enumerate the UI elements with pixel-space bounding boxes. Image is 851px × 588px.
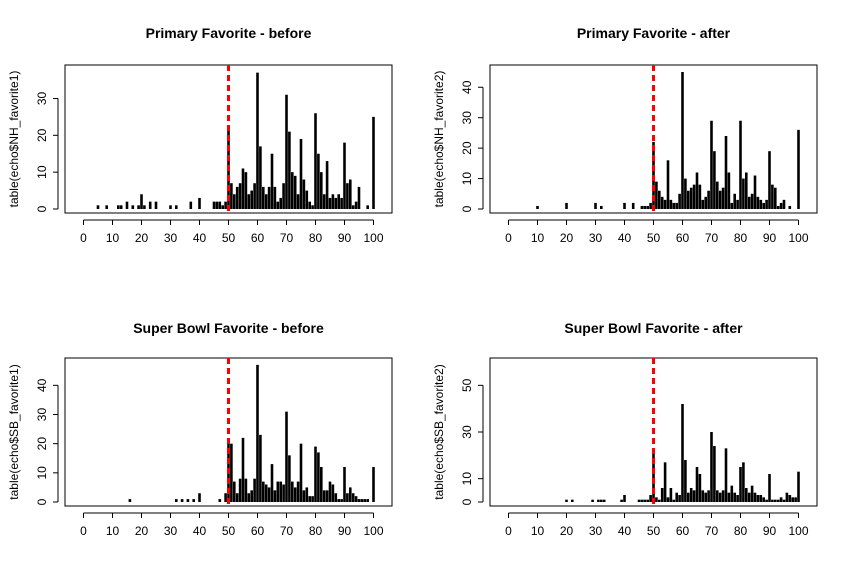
x-tick-label: 90 [763, 231, 777, 245]
x-tick-label: 80 [734, 231, 748, 245]
x-axis: 0 10 20 30 40 50 60 70 80 90 100 [80, 512, 384, 538]
x-tick-label: 20 [560, 231, 574, 245]
x-tick-label: 80 [309, 524, 323, 538]
x-tick-label: 10 [106, 231, 120, 245]
x-tick-label: 40 [193, 231, 207, 245]
x-tick-label: 50 [647, 524, 661, 538]
chart-title: Primary Favorite - after [577, 25, 731, 41]
x-tick-label: 70 [280, 524, 294, 538]
y-axis: 0 10 20 30 40 [460, 80, 484, 212]
y-tick-label: 30 [35, 408, 49, 422]
y-tick-label: 0 [460, 205, 474, 212]
x-axis: 0 10 20 30 40 50 60 70 80 90 100 [505, 512, 809, 538]
y-tick-label: 10 [35, 165, 49, 179]
x-tick-label: 30 [589, 524, 603, 538]
x-tick-label: 40 [618, 231, 632, 245]
x-tick-label: 0 [505, 231, 512, 245]
y-axis: 0 10 30 50 [460, 378, 484, 505]
x-tick-label: 100 [363, 524, 383, 538]
y-tick-label: 10 [460, 472, 474, 486]
y-tick-label: 40 [460, 80, 474, 94]
y-axis: 0 10 20 30 [35, 91, 59, 212]
x-tick-label: 10 [531, 524, 545, 538]
bar-series [565, 404, 800, 502]
chart-panel-2: Primary Favorite - after 0 10 20 30 40 50 60 70 8… [432, 25, 818, 245]
y-axis: 0 10 20 30 40 [35, 378, 59, 505]
y-tick-label: 30 [460, 111, 474, 125]
x-tick-label: 40 [193, 524, 207, 538]
chart-title: Primary Favorite - before [146, 25, 312, 41]
y-axis-label: table(echo$NH_favorite2) [432, 71, 446, 208]
bar-series [96, 72, 375, 209]
x-tick-label: 30 [589, 231, 603, 245]
bar-series [536, 72, 800, 209]
x-tick-label: 20 [135, 231, 149, 245]
x-tick-label: 100 [363, 231, 383, 245]
x-tick-label: 0 [80, 231, 87, 245]
x-tick-label: 80 [734, 524, 748, 538]
y-tick-label: 0 [460, 498, 474, 505]
chart-panel-1: Primary Favorite - before 0 10 20 30 40 50 60 70… [7, 25, 393, 245]
y-tick-label: 30 [35, 91, 49, 105]
y-tick-label: 20 [460, 141, 474, 155]
chart-title: Super Bowl Favorite - after [564, 320, 743, 336]
x-tick-label: 90 [338, 231, 352, 245]
chart-panel-3: Super Bowl Favorite - before 0 10 20 30 40 50 6… [7, 320, 393, 538]
chart-panel-4: Super Bowl Favorite - after 0 10 20 30 40 50 60… [432, 320, 818, 538]
x-tick-label: 70 [705, 231, 719, 245]
x-tick-label: 50 [647, 231, 661, 245]
y-axis-label: table(echo$SB_favorite2) [432, 364, 446, 499]
x-tick-label: 80 [309, 231, 323, 245]
x-tick-label: 30 [164, 524, 178, 538]
y-tick-label: 10 [35, 466, 49, 480]
x-tick-label: 50 [222, 231, 236, 245]
x-tick-label: 70 [705, 524, 719, 538]
x-tick-label: 50 [222, 524, 236, 538]
y-axis-label: table(echo$NH_favorite1) [7, 71, 21, 208]
x-axis: 0 10 20 30 40 50 60 70 80 90 100 [505, 219, 809, 245]
x-axis: 0 10 20 30 40 50 60 70 80 90 100 [80, 219, 384, 245]
x-tick-label: 100 [788, 524, 808, 538]
x-tick-label: 0 [505, 524, 512, 538]
x-tick-label: 60 [676, 231, 690, 245]
x-tick-label: 40 [618, 524, 632, 538]
y-tick-label: 20 [35, 437, 49, 451]
y-tick-label: 20 [35, 128, 49, 142]
x-tick-label: 90 [338, 524, 352, 538]
chart-title: Super Bowl Favorite - before [133, 320, 324, 336]
y-tick-label: 0 [35, 498, 49, 505]
y-tick-label: 10 [460, 172, 474, 186]
x-tick-label: 70 [280, 231, 294, 245]
x-tick-label: 0 [80, 524, 87, 538]
x-tick-label: 60 [251, 231, 265, 245]
y-tick-label: 40 [35, 378, 49, 392]
y-tick-label: 50 [460, 378, 474, 392]
x-tick-label: 20 [135, 524, 149, 538]
x-tick-label: 90 [763, 524, 777, 538]
x-tick-label: 60 [676, 524, 690, 538]
bar-series [128, 364, 375, 502]
x-tick-label: 100 [788, 231, 808, 245]
x-tick-label: 20 [560, 524, 574, 538]
x-tick-label: 10 [531, 231, 545, 245]
x-tick-label: 60 [251, 524, 265, 538]
x-tick-label: 30 [164, 231, 178, 245]
y-tick-label: 0 [35, 205, 49, 212]
y-tick-label: 30 [460, 425, 474, 439]
x-tick-label: 10 [106, 524, 120, 538]
y-axis-label: table(echo$SB_favorite1) [7, 364, 21, 499]
